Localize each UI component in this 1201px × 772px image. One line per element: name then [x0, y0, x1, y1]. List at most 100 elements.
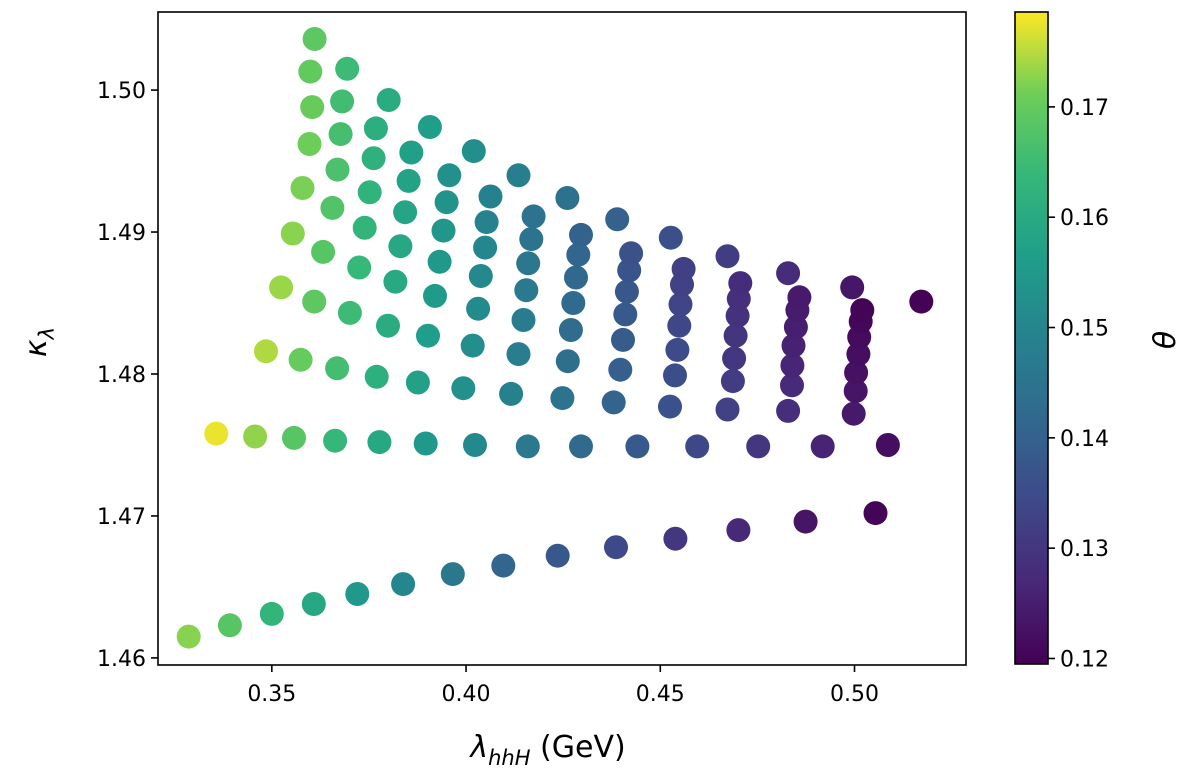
scatter-point [550, 386, 575, 411]
scatter-point [393, 200, 418, 225]
scatter-point [367, 430, 392, 455]
scatter-point [846, 342, 871, 367]
scatter-point [658, 225, 683, 250]
scatter-point [302, 27, 327, 51]
plot-area [158, 12, 966, 665]
x-tick-label: 0.50 [830, 682, 879, 707]
scatter-point [417, 115, 442, 139]
scatter-point [516, 251, 541, 276]
scatter-point [506, 163, 531, 188]
scatter-point [451, 376, 476, 401]
scatter-points [176, 27, 934, 649]
scatter-point [780, 373, 804, 398]
scatter-point [715, 244, 740, 269]
scatter-point [601, 390, 626, 415]
scatter-point [176, 624, 201, 649]
scatter-point [217, 613, 242, 638]
scatter-point [302, 289, 327, 314]
scatter-point [290, 176, 315, 200]
scatter-point [311, 239, 336, 264]
scatter-point [335, 56, 360, 81]
scatter-point [780, 353, 805, 378]
scatter-point [722, 346, 747, 371]
scatter-point [423, 283, 447, 308]
scatter-point [843, 379, 868, 403]
scatter-point [776, 261, 801, 286]
scatter-point [561, 291, 586, 315]
colorbar-tick-label: 0.13 [1060, 537, 1109, 562]
scatter-point [545, 543, 570, 568]
scatter-point [297, 132, 322, 156]
scatter-point [850, 298, 875, 323]
scatter-point [614, 279, 639, 304]
scatter-point [437, 163, 462, 188]
scatter-point [909, 289, 934, 314]
x-tick-label: 0.40 [442, 682, 491, 707]
scatter-point [663, 526, 688, 551]
scatter-point [269, 275, 294, 300]
colorbar-tick-label: 0.12 [1060, 647, 1109, 672]
scatter-point [254, 339, 278, 364]
scatter-point [391, 572, 416, 597]
colorbar [1014, 11, 1049, 665]
scatter-point [840, 275, 865, 300]
scatter-point [280, 221, 305, 246]
scatter-point [569, 222, 593, 247]
scatter-point [605, 207, 630, 232]
scatter-point [288, 347, 313, 372]
x-tick-label: 0.45 [636, 682, 685, 707]
scatter-point [474, 210, 499, 235]
scatter-point [416, 323, 440, 348]
scatter-point [506, 342, 531, 367]
scatter-point [361, 146, 386, 171]
scatter-point [363, 116, 388, 141]
plot-frame [157, 11, 967, 666]
scatter-point [604, 535, 628, 560]
scatter-point [330, 89, 355, 114]
colorbar-tick-label: 0.16 [1060, 206, 1109, 231]
scatter-point [665, 337, 690, 362]
scatter-point [625, 434, 650, 459]
scatter-point [463, 433, 487, 457]
scatter-point [555, 186, 580, 210]
scatter-point [478, 184, 503, 209]
scatter-point [720, 369, 745, 394]
scatter-point [569, 434, 593, 459]
x-tick-label: 0.35 [247, 682, 296, 707]
scatter-point [746, 434, 771, 459]
scatter-point [431, 218, 456, 243]
x-axis-ticks: 0.35 0.40 0.45 0.50 [247, 665, 879, 707]
scatter-point [781, 333, 806, 358]
x-axis-title: λhhH (GeV) [468, 730, 625, 770]
scatter-point [259, 601, 284, 626]
scatter-point [320, 195, 345, 220]
scatter-point [300, 95, 325, 120]
scatter-point [521, 204, 546, 229]
scatter-point [352, 215, 377, 240]
scatter-point [619, 241, 644, 266]
scatter-point [328, 122, 353, 147]
colorbar-tick-label: 0.14 [1060, 427, 1109, 452]
scatter-point [325, 356, 350, 381]
scatter-point [301, 592, 326, 616]
scatter-point [555, 349, 580, 374]
y-axis-title: κλ [19, 327, 59, 357]
scatter-point [325, 157, 350, 182]
scatter-point [671, 256, 696, 281]
scatter-point [875, 433, 900, 457]
scatter-point [243, 424, 268, 449]
scatter-point [468, 264, 493, 288]
scatter-point [844, 360, 869, 385]
scatter-point [460, 333, 485, 358]
scatter-point [776, 398, 801, 423]
scatter-point [466, 296, 491, 321]
scatter-point [499, 381, 524, 406]
y-tick-label: 1.46 [97, 647, 146, 672]
colorbar-tick-label: 0.15 [1060, 317, 1109, 342]
scatter-point [434, 190, 459, 215]
y-tick-label: 1.48 [97, 363, 146, 388]
scatter-point [427, 249, 452, 274]
scatter-point [413, 431, 438, 456]
scatter-point [461, 139, 486, 164]
scatter-point [658, 394, 682, 419]
